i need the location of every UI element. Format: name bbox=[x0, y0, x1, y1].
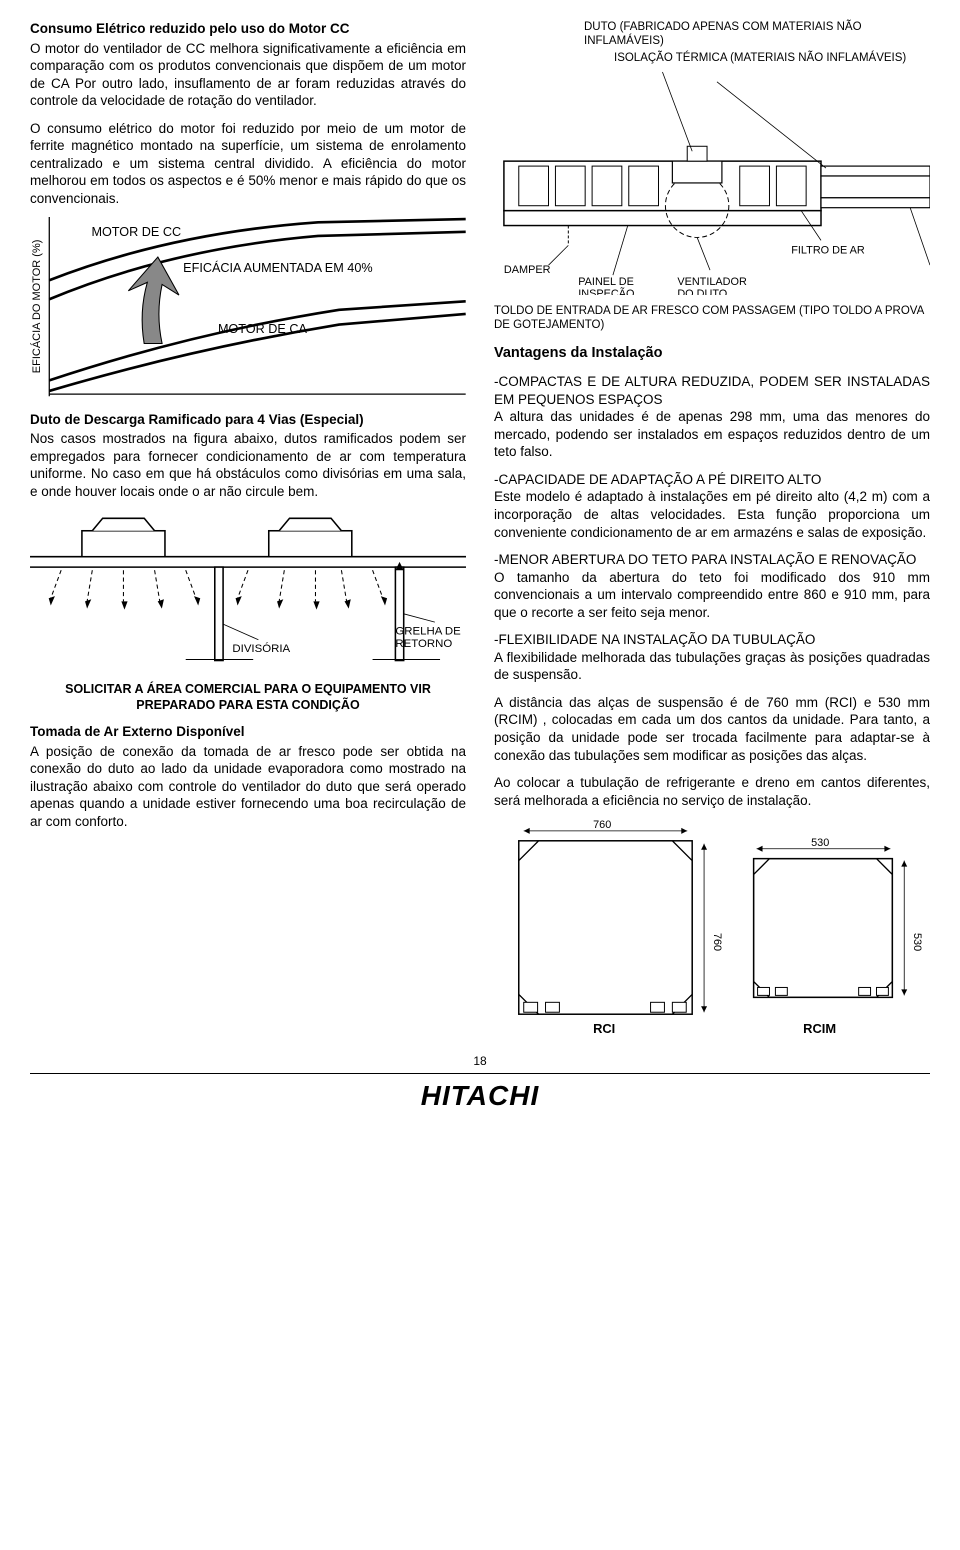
heading-vantagens: Vantagens da Instalação bbox=[494, 344, 930, 363]
svg-text:DO DUTO: DO DUTO bbox=[677, 288, 727, 295]
left-column: Consumo Elétrico reduzido pelo uso do Mo… bbox=[30, 20, 466, 1042]
chart-ylabel: EFICÁCIA DO MOTOR (%) bbox=[30, 217, 44, 396]
page-number: 18 bbox=[30, 1054, 930, 1070]
heading-solicitar: SOLICITAR A ÁREA COMERCIAL PARA O EQUIPA… bbox=[30, 681, 466, 714]
adv2-text: Este modelo é adaptado à instalações em … bbox=[494, 488, 930, 541]
para-2: O consumo elétrico do motor foi reduzido… bbox=[30, 120, 466, 208]
footer-rule bbox=[30, 1073, 930, 1074]
chart-cc-label: MOTOR DE CC bbox=[92, 225, 182, 239]
diagram1-label-iso: ISOLAÇÃO TÉRMICA (MATERIAIS NÃO INFLAMÁV… bbox=[614, 51, 930, 65]
brand-logo: HITACHI bbox=[30, 1078, 930, 1114]
diagram1-label-duto: DUTO (FABRICADO APENAS COM MATERIAIS NÃO… bbox=[584, 20, 930, 49]
chart-gain-label: EFICÁCIA AUMENTADA EM 40% bbox=[183, 260, 372, 275]
right-column: DUTO (FABRICADO APENAS COM MATERIAIS NÃO… bbox=[494, 20, 930, 1042]
svg-text:PAINEL DE: PAINEL DE bbox=[578, 276, 634, 288]
adv1-title: -COMPACTAS E DE ALTURA REDUZIDA, PODEM S… bbox=[494, 373, 930, 408]
chart-ca-label: MOTOR DE CA bbox=[218, 322, 308, 336]
dim-530-top: 530 bbox=[811, 837, 829, 849]
heading-motor-cc: Consumo Elétrico reduzido pelo uso do Mo… bbox=[30, 20, 466, 38]
unit-plan-diagram: 760 760 RCI 530 bbox=[494, 819, 930, 1037]
branched-duct-diagram: DIVISÓRIA GRELHA DE RETORNO bbox=[30, 510, 466, 666]
dim-760-side: 760 bbox=[711, 933, 723, 951]
fresh-air-diagram: DAMPER PAINEL DE INSPEÇÃO VENTILADOR DO … bbox=[494, 67, 930, 295]
rcim-label: RCIM bbox=[803, 1021, 836, 1036]
adv4-title: -FLEXIBILIDADE NA INSTALAÇÃO DA TUBULAÇÃ… bbox=[494, 631, 930, 649]
adv6-text: Ao colocar a tubulação de refrigerante e… bbox=[494, 774, 930, 809]
dim-530-side: 530 bbox=[911, 933, 923, 951]
dim-760-top: 760 bbox=[593, 819, 611, 831]
grelha-label-2: RETORNO bbox=[395, 638, 452, 650]
rci-label: RCI bbox=[593, 1021, 615, 1036]
adv3-title: -MENOR ABERTURA DO TETO PARA INSTALAÇÃO … bbox=[494, 551, 930, 569]
para-3: Nos casos mostrados na figura abaixo, du… bbox=[30, 430, 466, 500]
heading-duto-4vias: Duto de Descarga Ramificado para 4 Vias … bbox=[30, 411, 466, 429]
svg-text:VENTILADOR: VENTILADOR bbox=[677, 276, 747, 288]
page-footer: 18 HITACHI bbox=[30, 1054, 930, 1115]
para-4: A posição de conexão da tomada de ar fre… bbox=[30, 743, 466, 831]
divisoria-label: DIVISÓRIA bbox=[232, 643, 290, 656]
efficiency-chart: EFICÁCIA DO MOTOR (%) MOTOR DE CC EFICÁC… bbox=[30, 217, 466, 396]
heading-tomada-ar: Tomada de Ar Externo Disponível bbox=[30, 723, 466, 741]
adv4-text: A flexibilidade melhorada das tubulações… bbox=[494, 649, 930, 684]
adv1-text: A altura das unidades é de apenas 298 mm… bbox=[494, 408, 930, 461]
diagram1-label-toldo: TOLDO DE ENTRADA DE AR FRESCO COM PASSAG… bbox=[494, 304, 930, 333]
para-1: O motor do ventilador de CC melhora sign… bbox=[30, 40, 466, 110]
filtro-label: FILTRO DE AR bbox=[791, 244, 865, 256]
adv3-text: O tamanho da abertura do teto foi modifi… bbox=[494, 569, 930, 622]
efficiency-chart-svg: MOTOR DE CC EFICÁCIA AUMENTADA EM 40% MO… bbox=[44, 217, 466, 396]
damper-label: DAMPER bbox=[504, 264, 551, 276]
grelha-label-1: GRELHA DE bbox=[395, 626, 461, 638]
svg-text:INSPEÇÃO: INSPEÇÃO bbox=[578, 287, 634, 295]
h1-text: Consumo Elétrico reduzido pelo uso do Mo… bbox=[30, 21, 350, 36]
adv2-title: -CAPACIDADE DE ADAPTAÇÃO A PÉ DIREITO AL… bbox=[494, 471, 930, 489]
adv5-text: A distância das alças de suspensão é de … bbox=[494, 694, 930, 764]
